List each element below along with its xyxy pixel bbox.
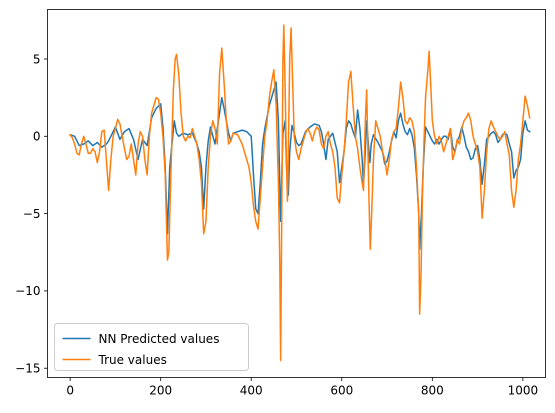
x-tick-label: 800 <box>421 384 444 398</box>
axes-layer: 0 200 400 600 800 1000 −15 −10 −5 0 5 <box>15 9 546 398</box>
legend: NN Predicted values True values <box>54 323 249 371</box>
y-tick-label: 0 <box>33 130 41 144</box>
legend-label-1: NN Predicted values <box>99 332 220 346</box>
x-tick-label: 400 <box>240 384 263 398</box>
y-tick-label: 5 <box>33 52 41 66</box>
plot-frame <box>47 9 546 378</box>
legend-box <box>54 323 249 371</box>
legend-label-2: True values <box>98 353 167 367</box>
y-tick-label: −5 <box>23 207 41 221</box>
y-tick-label: −15 <box>15 362 40 376</box>
x-tick-label: 200 <box>149 384 172 398</box>
x-tick-label: 1000 <box>508 384 539 398</box>
y-tick-label: −10 <box>15 284 40 298</box>
x-tick-label: 600 <box>330 384 353 398</box>
series-layer <box>69 24 531 362</box>
series-line-2 <box>69 24 531 362</box>
x-tick-label: 0 <box>66 384 74 398</box>
